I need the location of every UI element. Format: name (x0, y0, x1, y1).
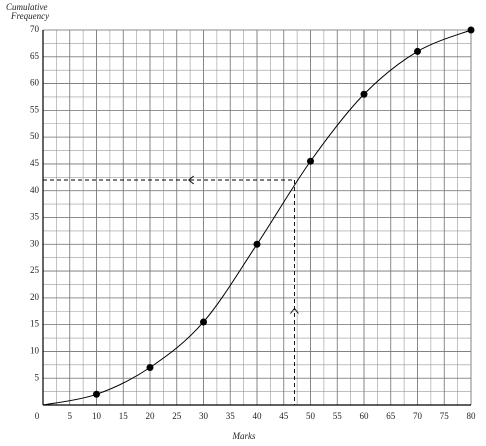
x-tick-label: 5 (68, 411, 73, 421)
y-tick-label: 65 (30, 51, 40, 61)
x-tick-label: 80 (467, 411, 477, 421)
y-tick-label: 50 (30, 131, 40, 141)
x-tick-label: 45 (279, 411, 289, 421)
x-axis-label: Marks (232, 431, 256, 441)
y-tick-label: 35 (30, 212, 40, 222)
x-tick-label: 65 (386, 411, 396, 421)
y-tick-label: 10 (30, 345, 40, 355)
curve (96, 29, 472, 395)
point (467, 26, 475, 34)
x-tick-label: 35 (226, 411, 236, 421)
x-tick-label: 55 (333, 411, 343, 421)
x-tick-label: 15 (119, 411, 129, 421)
guide-arrow (290, 307, 299, 314)
point (146, 364, 154, 371)
x-tick-label: 50 (306, 411, 316, 421)
y-tick-label: 30 (30, 238, 40, 248)
y-tick-label: 20 (30, 292, 40, 302)
x-tick-label: 0 (35, 411, 40, 421)
x-tick-label: 20 (146, 411, 156, 421)
curve-start (42, 393, 97, 406)
x-tick-label: 75 (440, 411, 450, 421)
point (93, 390, 100, 398)
x-tick-label: 40 (253, 411, 263, 421)
guide-arrow (188, 175, 195, 185)
y-tick-label: 15 (30, 319, 40, 329)
y-tick-label: 25 (30, 265, 40, 275)
y-tick-label: 45 (30, 158, 40, 168)
y-tick-label: 5 (35, 372, 40, 382)
y-tick-label: 60 (30, 78, 40, 88)
x-tick-label: 25 (172, 411, 182, 421)
y-tick-label: 55 (30, 104, 40, 114)
point (307, 157, 314, 165)
x-tick-label: 60 (360, 411, 370, 421)
y-axis-label: Cumulative Frequency (6, 2, 49, 21)
point (253, 240, 261, 248)
point (360, 90, 368, 98)
y-tick-label: 40 (30, 185, 40, 195)
y-tick-label: 70 (30, 24, 40, 34)
x-tick-label: 10 (92, 411, 102, 421)
x-tick-label: 30 (199, 411, 209, 421)
x-tick-label: 70 (413, 411, 423, 421)
point (200, 318, 207, 326)
point (414, 47, 421, 55)
